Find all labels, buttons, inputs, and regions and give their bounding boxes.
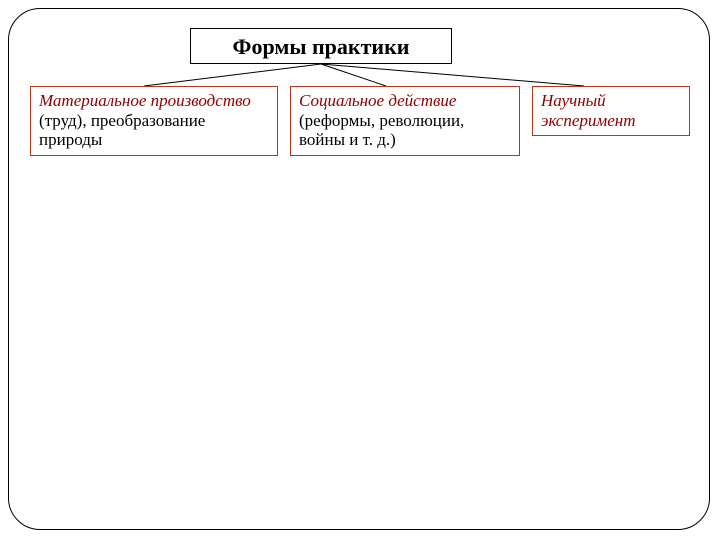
child-box-1: Социальное действие (реформы, революции,… — [290, 86, 520, 156]
title-box: Формы практики — [190, 28, 452, 64]
child-box-0: Материальное производство (труд), преобр… — [30, 86, 278, 156]
title-text: Формы практики — [233, 34, 410, 59]
child-em: Научный эксперимент — [541, 91, 636, 130]
child-rest: (реформы, революции, войны и т. д.) — [299, 111, 464, 150]
child-rest: (труд), преобразование природы — [39, 111, 205, 150]
child-em: Социальное действие — [299, 91, 456, 110]
child-em: Материальное производство — [39, 91, 251, 110]
child-box-2: Научный эксперимент — [532, 86, 690, 136]
